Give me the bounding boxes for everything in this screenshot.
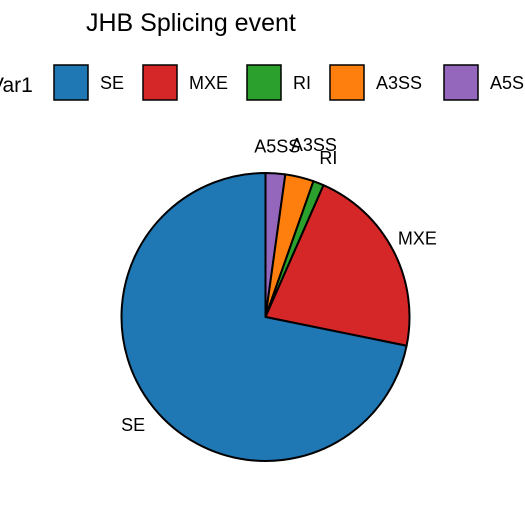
legend-label-a3ss: A3SS [376,73,422,93]
legend-title: Var1 [0,74,33,97]
slice-label-a3ss: A3SS [291,135,337,155]
legend-label-a5ss: A5SS [490,73,525,93]
pie-slice-se [120,172,408,462]
chart-title: JHB Splicing event [86,9,296,37]
legend-label-ri: RI [293,73,311,93]
legend-label-mxe: MXE [189,73,228,93]
legend-key-mxe [142,64,178,101]
legend: SE MXE RI A3SS A5SS [53,64,525,101]
legend-label-se: SE [100,73,124,93]
pie-slice-mxe [264,184,411,347]
legend-key-a5ss [443,64,479,101]
slice-label-ri: RI [319,148,337,168]
legend-key-se [53,64,89,101]
pie-slices [120,171,411,462]
slice-label-a5ss: A5SS [254,136,300,156]
slice-label-mxe: MXE [398,228,437,248]
legend-key-ri [246,64,282,101]
slice-label-se: SE [121,415,145,435]
legend-key-a3ss [329,64,365,101]
